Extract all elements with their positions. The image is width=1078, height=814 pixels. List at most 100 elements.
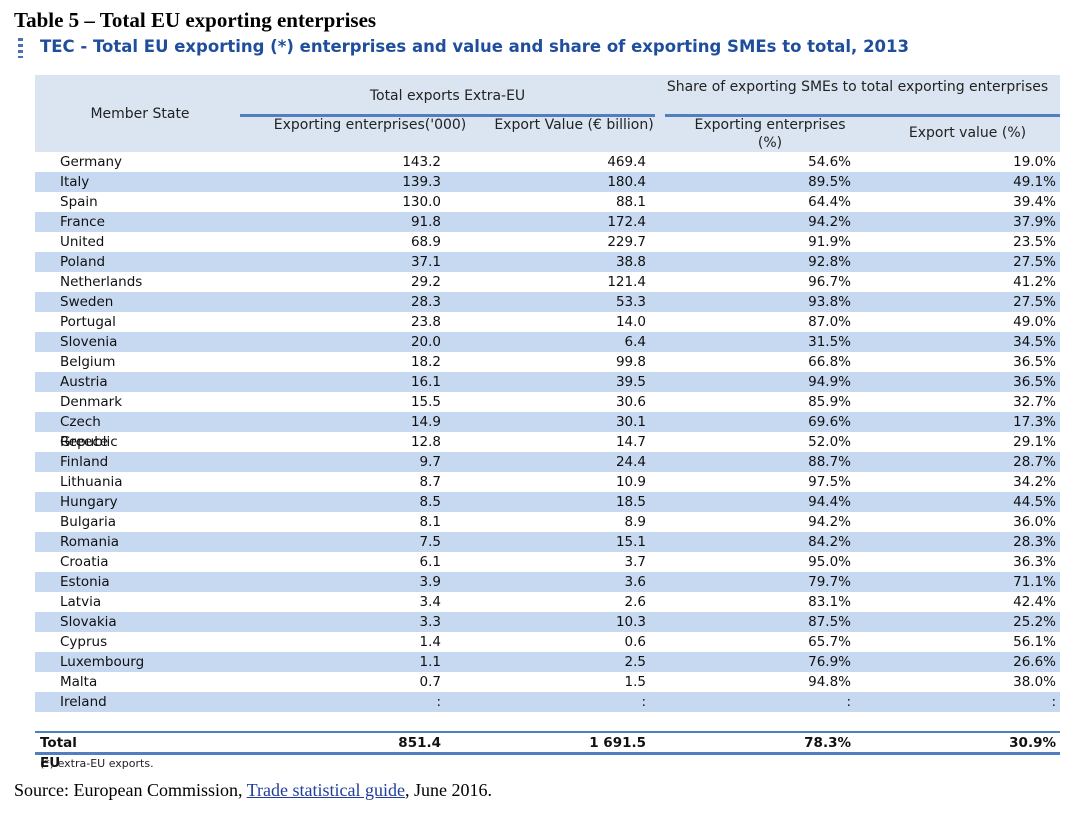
- cell: Bulgaria: [60, 514, 116, 530]
- cell: 93.8%: [808, 294, 851, 310]
- cell: 76.9%: [808, 654, 851, 670]
- cell: 41.2%: [1013, 274, 1056, 290]
- cell: 8.9: [624, 514, 646, 530]
- cell: Belgium: [60, 354, 116, 370]
- cell: 14.7: [615, 434, 646, 450]
- cell: 14.9: [410, 414, 441, 430]
- row-band: [35, 292, 1060, 312]
- cell: Poland: [60, 254, 106, 270]
- cell: 15.1: [615, 534, 646, 550]
- row-band: [35, 612, 1060, 632]
- cell: Portugal: [60, 314, 116, 330]
- row-band: [35, 692, 1060, 712]
- row-band: [35, 412, 1060, 432]
- cell: 91.8: [410, 214, 441, 230]
- cell: 36.3%: [1013, 554, 1056, 570]
- rule: [665, 114, 1060, 117]
- cell: 85.9%: [808, 394, 851, 410]
- cell: 8.5: [419, 494, 441, 510]
- cell: Ireland: [60, 694, 107, 710]
- cell: 3.7: [624, 554, 646, 570]
- header: Exporting enterprises (%): [694, 117, 846, 151]
- cell: 38.8: [615, 254, 646, 270]
- cell: 95.0%: [808, 554, 851, 570]
- cell: 12.8: [410, 434, 441, 450]
- cell: 88.1: [615, 194, 646, 210]
- cell: Hungary: [60, 494, 118, 510]
- cell: 6.4: [624, 334, 646, 350]
- cell: 36.5%: [1013, 354, 1056, 370]
- cell: 88.7%: [808, 454, 851, 470]
- cell: 1 691.5: [589, 735, 646, 751]
- cell: Austria: [60, 374, 108, 390]
- cell: Spain: [60, 194, 98, 210]
- cell: Finland: [60, 454, 109, 470]
- header: Member State: [90, 106, 190, 122]
- header: Exporting enterprises('000): [273, 117, 467, 133]
- cell: 66.8%: [808, 354, 851, 370]
- cell: Latvia: [60, 594, 102, 610]
- source-link[interactable]: Trade statistical guide: [246, 780, 405, 800]
- cell: :: [641, 694, 646, 710]
- cell: Greece: [60, 434, 109, 450]
- cell: 39.5: [615, 374, 646, 390]
- cell: 27.5%: [1013, 254, 1056, 270]
- cell: 94.2%: [808, 214, 851, 230]
- cell: Czech Republic: [60, 414, 118, 450]
- cell: 0.7: [419, 674, 441, 690]
- cell: 1.5: [624, 674, 646, 690]
- row-band: [35, 492, 1060, 512]
- cell: 53.3: [615, 294, 646, 310]
- cell: 25.2%: [1013, 614, 1056, 630]
- cell: 96.7%: [808, 274, 851, 290]
- cell: 18.2: [410, 354, 441, 370]
- cell: 3.6: [624, 574, 646, 590]
- cell: 97.5%: [808, 474, 851, 490]
- cell: 2.6: [624, 594, 646, 610]
- cell: Slovenia: [60, 334, 118, 350]
- cell: 34.5%: [1013, 334, 1056, 350]
- cell: 78.3%: [804, 735, 851, 751]
- cell: 32.7%: [1013, 394, 1056, 410]
- cell: 39.4%: [1013, 194, 1056, 210]
- cell: Cyprus: [60, 634, 108, 650]
- cell: 36.0%: [1013, 514, 1056, 530]
- source-text: , June 2016.: [404, 780, 492, 800]
- cell: 87.5%: [808, 614, 851, 630]
- cell: Sweden: [60, 294, 114, 310]
- cell: 79.7%: [808, 574, 851, 590]
- cell: 24.4: [615, 454, 646, 470]
- cell: 29.2: [410, 274, 441, 290]
- cell: 38.0%: [1013, 674, 1056, 690]
- cell: 91.9%: [808, 234, 851, 250]
- cell: 1.4: [419, 634, 441, 650]
- cell: 31.5%: [808, 334, 851, 350]
- cell: 3.4: [419, 594, 441, 610]
- cell: 29.1%: [1013, 434, 1056, 450]
- cell: 37.9%: [1013, 214, 1056, 230]
- cell: 130.0: [402, 194, 441, 210]
- cell: 6.1: [419, 554, 441, 570]
- row-band: [35, 532, 1060, 552]
- cell: 9.7: [419, 454, 441, 470]
- cell: 121.4: [607, 274, 646, 290]
- cell: 3.3: [419, 614, 441, 630]
- cell: 17.3%: [1013, 414, 1056, 430]
- cell: 28.3: [410, 294, 441, 310]
- cell: 27.5%: [1013, 294, 1056, 310]
- cell: 64.4%: [808, 194, 851, 210]
- cell: 42.4%: [1013, 594, 1056, 610]
- cell: 15.5: [410, 394, 441, 410]
- row-band: [35, 572, 1060, 592]
- cell: 87.0%: [808, 314, 851, 330]
- cell: Romania: [60, 534, 120, 550]
- cell: 469.4: [607, 154, 646, 170]
- cell: 19.0%: [1013, 154, 1056, 170]
- cell: :: [436, 694, 441, 710]
- cell: 851.4: [398, 735, 441, 751]
- cell: Croatia: [60, 554, 109, 570]
- rule: [240, 114, 655, 117]
- cell: 44.5%: [1013, 494, 1056, 510]
- cell: :: [846, 694, 851, 710]
